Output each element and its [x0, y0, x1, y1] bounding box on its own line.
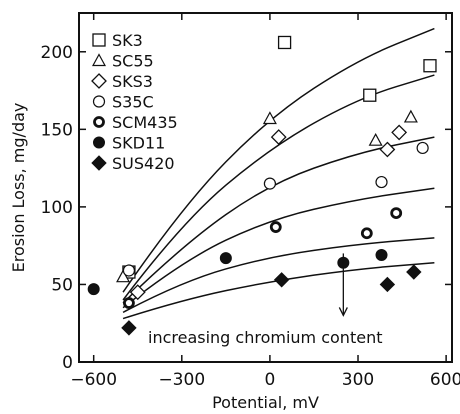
y-tick-label: 150 — [41, 120, 73, 140]
trend-curves — [122, 27, 435, 320]
annotation-text: increasing chromium content — [148, 328, 382, 347]
trend-curve-4 — [122, 187, 435, 309]
point-skd11 — [219, 252, 232, 265]
legend-label-scm435: SCM435 — [112, 113, 178, 132]
trend-curve-3 — [122, 136, 435, 304]
y-tick-label: 0 — [62, 353, 73, 373]
x-tick-label: 600 — [430, 370, 460, 390]
point-scm435 — [360, 227, 373, 240]
point-sus420 — [379, 276, 396, 293]
point-s35c — [122, 264, 136, 277]
legend-label-sus420: SUS420 — [112, 154, 175, 173]
plot-frame — [78, 12, 453, 363]
point-scm435 — [269, 221, 282, 233]
chromium-arrow — [338, 253, 348, 317]
point-sks3 — [391, 124, 408, 141]
x-tick-label: −600 — [70, 370, 117, 390]
legend-marker-sks3 — [91, 73, 107, 89]
point-sc55 — [403, 109, 418, 123]
trend-curve-6 — [122, 261, 435, 320]
legend-label-skd11: SKD11 — [112, 134, 165, 153]
point-scm435 — [123, 297, 135, 309]
legend-marker-skd11 — [93, 136, 105, 149]
x-tick-label: −300 — [158, 370, 205, 390]
point-s35c — [375, 175, 388, 189]
y-tick-label: 100 — [41, 198, 73, 218]
legend-label-sk3: SK3 — [112, 31, 143, 50]
legend-label-sc55: SC55 — [112, 52, 154, 71]
x-tick-label: 0 — [264, 370, 275, 390]
point-sus420 — [121, 320, 137, 336]
point-sks3 — [379, 141, 396, 158]
trend-curve-1 — [122, 27, 435, 293]
x-tick-label: 300 — [342, 370, 374, 390]
point-sus420 — [406, 264, 422, 280]
legend-label-s35c: S35C — [112, 93, 154, 112]
y-tick-label: 200 — [41, 43, 73, 63]
point-skd11 — [87, 283, 100, 296]
legend-marker-sus420 — [91, 155, 107, 171]
point-sc55 — [116, 269, 131, 283]
axis-ticks: −600 −300 0 300 600 0 50 100 150 200 — [41, 13, 460, 390]
trend-curve-2 — [122, 74, 435, 301]
point-sc55 — [262, 111, 277, 125]
data-points — [87, 35, 437, 336]
point-scm435 — [390, 207, 403, 219]
point-sks3 — [270, 129, 287, 146]
point-sk3 — [277, 35, 292, 50]
point-sk3 — [363, 88, 377, 102]
legend-marker-sk3 — [92, 33, 106, 47]
legend-label-sks3: SKS3 — [112, 72, 153, 91]
point-sus420 — [273, 272, 290, 288]
point-s35c — [416, 141, 429, 155]
legend-marker-sc55 — [91, 53, 107, 67]
y-axis-title: Erosion Loss, mg/day — [9, 103, 28, 273]
x-axis-title: Potential, mV — [212, 393, 319, 412]
trend-curve-5 — [122, 237, 435, 314]
point-skd11 — [375, 248, 388, 261]
arrow-head — [338, 307, 348, 317]
point-s35c — [263, 177, 277, 190]
point-sc55 — [368, 132, 383, 146]
legend-marker-scm435 — [93, 116, 105, 128]
point-sk3 — [423, 59, 437, 73]
y-tick-label: 50 — [51, 275, 73, 295]
legend-marker-s35c — [92, 95, 106, 108]
point-sks3 — [129, 284, 146, 301]
